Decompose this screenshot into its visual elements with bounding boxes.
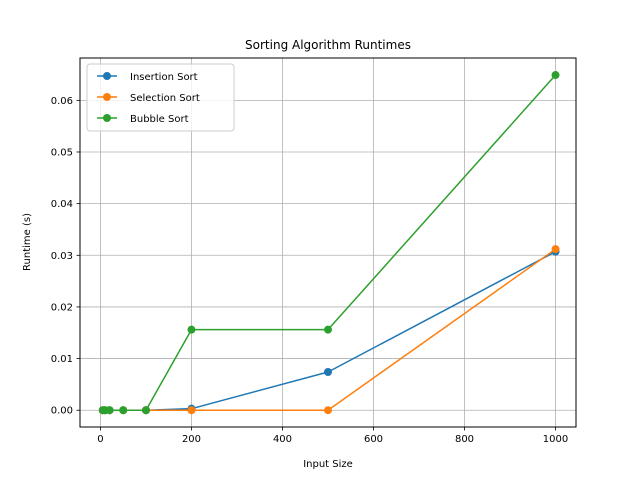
y-tick-label: 0.03	[51, 251, 73, 262]
legend-label-bubble-sort: Bubble Sort	[130, 114, 189, 125]
x-axis-title: Input Size	[303, 459, 353, 470]
x-tick-label: 0	[97, 434, 103, 445]
data-point-insertion-sort	[324, 367, 332, 376]
data-point-bubble-sort	[119, 406, 128, 415]
y-tick-label: 0.02	[51, 302, 73, 313]
y-tick-label: 0.05	[51, 147, 73, 158]
x-tick-label: 600	[364, 434, 383, 445]
x-tick-label: 400	[273, 434, 292, 445]
grid-lines	[80, 58, 576, 427]
legend-label-insertion-sort: Insertion Sort	[130, 72, 198, 83]
data-point-bubble-sort	[141, 406, 150, 415]
data-point-bubble-sort	[187, 325, 196, 334]
x-tick-label: 800	[455, 434, 474, 445]
y-tick-label: 0.04	[51, 199, 73, 210]
y-tick-label: 0.06	[51, 96, 73, 107]
data-point-selection-sort	[187, 406, 196, 415]
x-tick-label: 200	[182, 434, 201, 445]
y-tick-label: 0.01	[51, 354, 73, 365]
y-tick-label: 0.00	[51, 406, 73, 417]
data-point-bubble-sort	[105, 406, 114, 415]
series-layer	[98, 71, 560, 415]
y-axis-title: Runtime (s)	[22, 213, 33, 271]
series-bubble-sort	[98, 71, 560, 415]
y-axis: 0.00 0.01 0.02 0.03 0.04 0.05 0.06	[51, 96, 80, 417]
x-tick-label: 1000	[543, 434, 568, 445]
data-point-selection-sort	[551, 245, 560, 254]
legend-marker-selection-sort	[103, 93, 111, 101]
x-axis: 0 200 400 600 800 1000	[97, 427, 568, 445]
chart-title: Sorting Algorithm Runtimes	[245, 38, 411, 52]
legend-label-selection-sort: Selection Sort	[130, 93, 200, 104]
legend-marker-bubble-sort	[103, 114, 111, 122]
data-point-bubble-sort	[324, 325, 332, 334]
legend-marker-insertion-sort	[103, 72, 111, 80]
legend: Insertion Sort Selection Sort Bubble Sort	[86, 63, 235, 132]
plot-frame	[79, 57, 577, 428]
data-point-selection-sort	[324, 406, 332, 415]
legend-box	[86, 63, 235, 132]
data-point-bubble-sort	[551, 71, 560, 80]
